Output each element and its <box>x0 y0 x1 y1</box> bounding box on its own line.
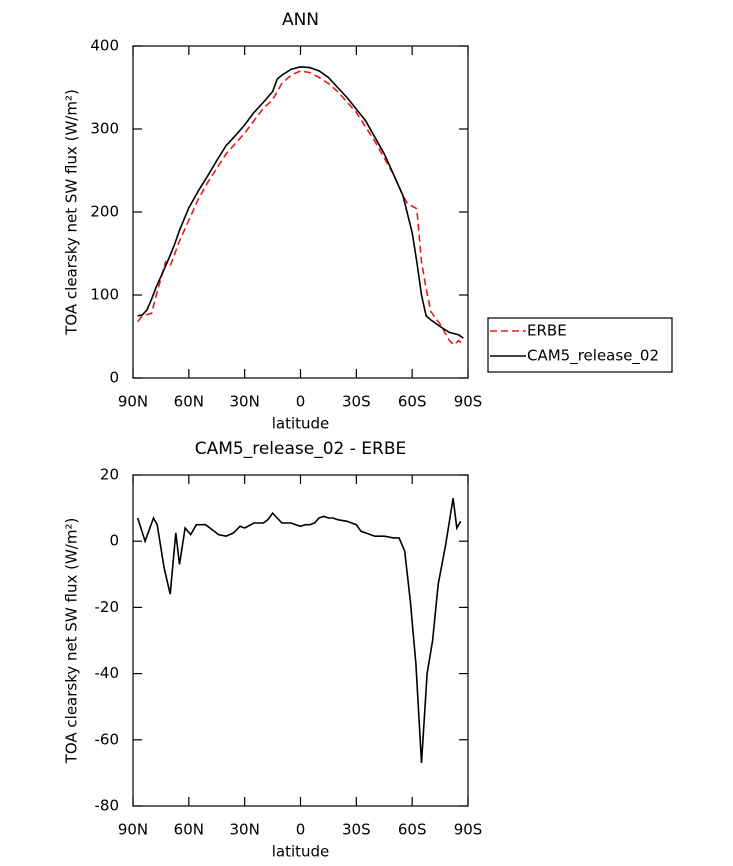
data-line <box>137 65 464 339</box>
legend-label: CAM5_release_02 <box>527 347 659 366</box>
x-tick-label: 60S <box>398 393 427 411</box>
y-tick-label: 300 <box>90 120 119 138</box>
legend-label: ERBE <box>527 322 567 340</box>
y-axis-label: TOA clearsky net SW flux (W/m²) <box>63 518 81 765</box>
y-tick-label: -20 <box>95 598 120 616</box>
x-tick-label: 90S <box>454 821 483 839</box>
y-tick-label: 20 <box>100 466 119 484</box>
y-tick-label: 0 <box>109 369 119 387</box>
y-tick-label: -60 <box>95 730 120 748</box>
x-tick-label: 30S <box>342 393 371 411</box>
data-line <box>137 70 464 346</box>
x-tick-label: 60N <box>174 393 204 411</box>
y-tick-label: 0 <box>109 532 119 550</box>
x-tick-label: 90N <box>118 821 148 839</box>
y-axis-label: TOA clearsky net SW flux (W/m²) <box>63 89 81 336</box>
x-axis-label: latitude <box>272 843 330 861</box>
legend-box <box>487 317 673 373</box>
plot-frame <box>132 45 469 379</box>
y-tick-label: -40 <box>95 664 120 682</box>
y-tick-label: 200 <box>90 203 119 221</box>
x-axis-label: latitude <box>272 415 330 433</box>
y-tick-label: -80 <box>95 797 120 815</box>
data-line <box>136 498 462 764</box>
x-tick-label: 90S <box>454 393 483 411</box>
x-tick-label: 30N <box>230 393 260 411</box>
plot-frame <box>132 474 469 807</box>
x-tick-label: 60S <box>398 821 427 839</box>
x-tick-label: 60N <box>174 821 204 839</box>
chart-title: CAM5_release_02 - ERBE <box>195 439 407 459</box>
x-tick-label: 0 <box>296 393 306 411</box>
chart-title: ANN <box>282 10 319 30</box>
y-tick-label: 100 <box>90 286 119 304</box>
x-tick-label: 90N <box>118 393 148 411</box>
x-tick-label: 0 <box>296 821 306 839</box>
x-tick-label: 30S <box>342 821 371 839</box>
y-tick-label: 400 <box>90 37 119 55</box>
x-tick-label: 30N <box>230 821 260 839</box>
